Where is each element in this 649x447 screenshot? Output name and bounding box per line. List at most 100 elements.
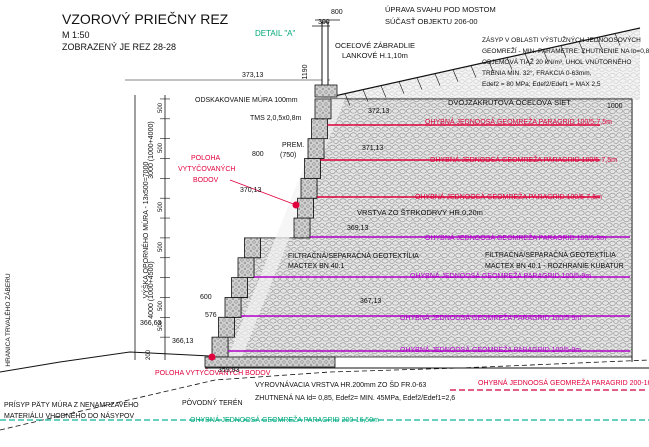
label: GEOMREŽÍ - MIN. PARAMETRE: ZHUTNENIE NA …: [482, 46, 649, 55]
wall-block: [293, 217, 311, 239]
slope-hatch: [578, 41, 585, 54]
label: 300: [318, 19, 330, 26]
label: VYTYČOVANÝCH: [178, 164, 235, 173]
slope-hatch: [488, 61, 495, 74]
leader-line: [229, 179, 297, 206]
label: TRENIA MIN. 32°, FRAKCIA 0-63mm,: [482, 69, 592, 77]
slope-hatch: [344, 93, 351, 106]
label: 373,13: [242, 72, 264, 79]
slope-hatch: [614, 33, 621, 46]
slope-hatch: [434, 73, 441, 86]
label: M 1:50: [62, 30, 90, 40]
label: 371,13: [362, 145, 384, 152]
label: OHYBNÁ JEDNOOSÁ GEOMREŽA PARAGRID 100/5-…: [400, 313, 581, 322]
wall-block: [231, 277, 248, 298]
base-block: [204, 356, 336, 368]
slope-hatch: [524, 53, 531, 66]
label: OBJEMOVÁ TIAŽ 20 kN/m³, UHOL VNÚTORNÉHO: [482, 57, 631, 66]
drawing-title: VZOROVÝ PRIEČNY REZ: [62, 11, 229, 27]
label: TMS 2,0,5x0,8m: [250, 115, 302, 122]
label: ODSKAKOVANIE MÚRA 100mm: [195, 95, 298, 104]
label: 576: [205, 312, 217, 319]
label: PREM.: [282, 142, 304, 149]
label: 600: [200, 294, 212, 301]
slope-hatch: [452, 69, 459, 82]
label: ZHUTNENÁ NA Id= 0,85, Edef2= MIN. 45MPa,…: [255, 393, 455, 402]
label: 372,13: [368, 108, 390, 115]
wall-block: [224, 297, 242, 318]
label: OHYBNÁ JEDNOOSÁ GEOMREŽA PARAGRID 100/5-…: [410, 271, 591, 280]
label: OHYBNÁ JEDNOOSÁ GEOMREŽA PARAGRID 100/5-…: [425, 117, 612, 126]
label: (750): [280, 152, 296, 159]
label: OHYBNÁ JEDNOOSÁ GEOMREŽA PARAGRID 100/5-…: [430, 155, 617, 164]
label: DVOJZÁKRUTOVÁ OCEĽOVÁ SIEŤ: [448, 98, 571, 107]
label: OHYBNÁ JEDNOOSÁ GEOMREŽA PARAGRID 200-16…: [478, 378, 649, 387]
label: VRSTVA ZO ŠTRKODRVY HR.0,20m: [357, 208, 483, 217]
label: OCEĽOVÉ ZÁBRADLIE: [335, 41, 415, 50]
label: 366,13: [172, 338, 194, 345]
original-terrain: [0, 359, 649, 431]
wall-block: [304, 158, 321, 179]
slope-hatch: [416, 77, 423, 90]
slope-hatch: [398, 81, 405, 94]
slope-hatch: [362, 89, 369, 102]
label: VÝŠKA OPORNÉHO MÚRA - 13x500=7000: [141, 162, 150, 299]
label: MACTEX BN 40.1: [288, 263, 345, 270]
label: FILTRAČNÁ/SEPARAČNÁ GEOTEXTÍLIA: [288, 251, 419, 260]
label: 366,63: [140, 320, 162, 327]
wall-block: [300, 177, 318, 199]
wall-block: [297, 197, 314, 219]
fill-line: [0, 351, 211, 373]
label: SÚČASŤ OBJEKTU 206-00: [385, 17, 478, 26]
label: OHYBNÁ JEDNOOSÁ GEOMREŽA PARAGRID 100/5-…: [415, 192, 602, 201]
label: 800: [331, 9, 343, 16]
label: DETAIL "A": [255, 29, 296, 38]
label: 500: [158, 300, 164, 311]
wall: [160, 33, 633, 368]
label: 500: [158, 201, 164, 212]
label: 1190: [302, 64, 309, 79]
label: POLOHA: [191, 155, 221, 162]
label: ÚPRAVA SVAHU POD MOSTOM: [385, 5, 496, 14]
label: 4000 (1000+4500): [148, 261, 155, 318]
label: 367,13: [360, 298, 382, 305]
label: 500: [158, 142, 164, 153]
slope-hatch: [380, 85, 387, 98]
wall-block: [211, 336, 229, 358]
label: OHYBNÁ JEDNOOSÁ GEOMREŽA PARAGRID 100/5-…: [400, 345, 581, 354]
label: LANKOVÉ H.1,10m: [342, 51, 408, 60]
label: 359,93: [218, 367, 240, 374]
label: 200: [146, 349, 152, 360]
label: 500: [158, 102, 164, 113]
label: PÔVODNÝ TERÉN: [182, 398, 243, 407]
label: ZOBRAZENÝ JE REZ 28-28: [62, 42, 176, 52]
label: OHYBNÁ JEDNOOSÁ GEOMREŽA PARAGRID 100/5-…: [425, 233, 606, 242]
label: OHYBNÁ JEDNOOSÁ GEOMREŽA PARAGRID 200-16…: [190, 415, 379, 424]
label: MATERIÁLU VHODNÉHO DO NÁSYPOV: [4, 411, 135, 420]
label: MACTEX BN 40.1 - ROZHRANIE KUBATÚR: [485, 261, 624, 270]
wall-block: [314, 98, 332, 120]
label: 500: [158, 241, 164, 252]
label: BODOV: [193, 177, 219, 184]
label: VYROVNÁVACIA VRSTVA HR.200mm ZO ŠD FR.0-…: [255, 380, 426, 389]
slope-fill: [330, 28, 640, 100]
label: 1000: [607, 103, 623, 110]
label: Edef2 = 80 MPa; Edef2/Edef1 = MAX 2,5: [482, 81, 601, 88]
label: HRANICA TRVALÉHO ZÁBERU: [3, 273, 12, 366]
wall-block: [311, 118, 328, 140]
label: 800: [252, 151, 264, 158]
slope-hatch: [470, 65, 477, 78]
label: POLOHA VYTYČOVANÝCH BODOV: [155, 368, 271, 377]
label: 369,13: [347, 225, 369, 232]
wall-block: [218, 316, 235, 338]
label: 370,13: [240, 187, 262, 194]
wall-block: [237, 257, 255, 279]
setting-out-point: [208, 353, 216, 361]
wall-block: [244, 237, 261, 259]
label: PRÍSYP PÄTY MÚRA Z NENAMRZAVÉHO: [4, 400, 139, 409]
slope-hatch: [560, 45, 567, 58]
slope-hatch: [596, 37, 603, 50]
slope-hatch: [506, 57, 513, 70]
coping-block: [314, 84, 338, 98]
labels: M 1:50 ZOBRAZENÝ JE REZ 28-28 DETAIL "A" 80…: [3, 5, 649, 424]
